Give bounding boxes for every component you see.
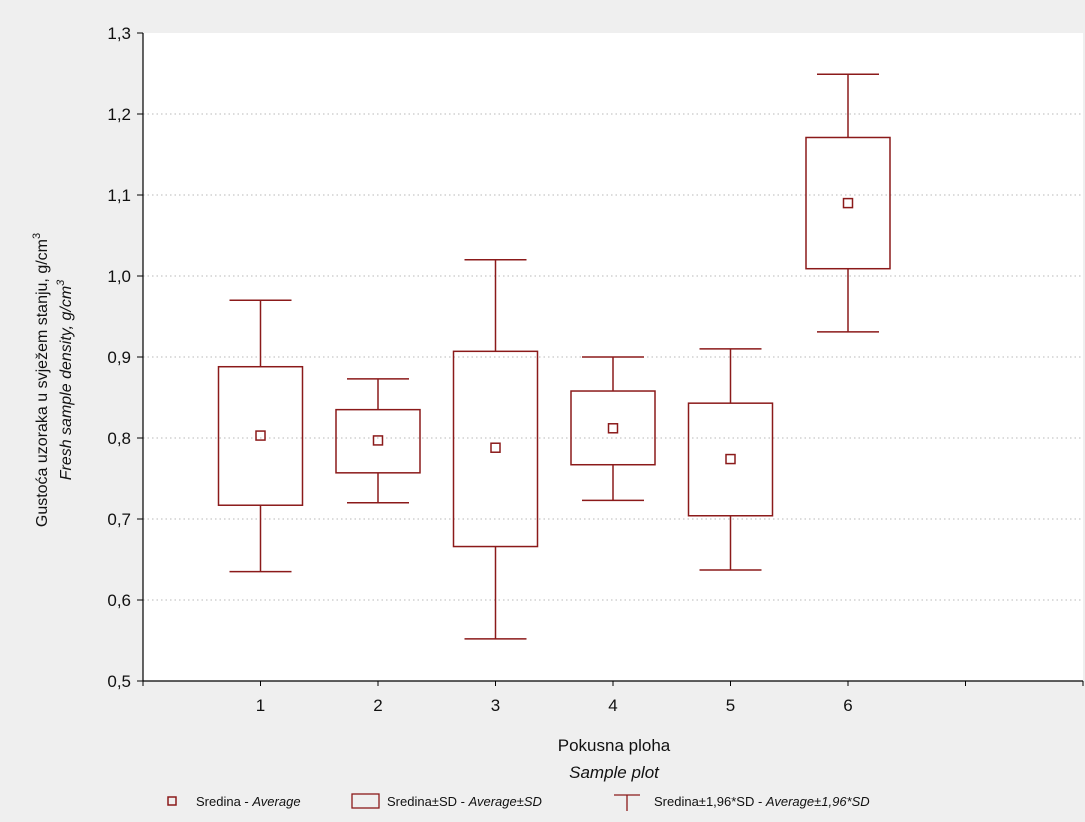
box-plot-6 — [805, 73, 891, 333]
sd-box — [570, 390, 656, 466]
mean-marker — [372, 435, 384, 446]
x-tick-labels: 1 2 3 4 5 6 — [256, 696, 853, 715]
sd-box — [805, 136, 891, 270]
y-tick-label: 0,9 — [107, 348, 131, 367]
mean-marker — [607, 423, 619, 434]
axes — [137, 32, 1084, 686]
box-plot-4 — [570, 356, 656, 502]
sd-box — [452, 350, 539, 548]
x-tick-label: 2 — [373, 696, 382, 715]
legend-mean-label: Sredina - Average — [196, 794, 301, 809]
sd-box — [217, 365, 304, 506]
mean-marker — [255, 430, 266, 441]
legend-ci-label: Sredina±1,96*SD - Average±1,96*SD — [654, 794, 870, 809]
y-tick-label: 0,6 — [107, 591, 131, 610]
legend-ci-marker — [614, 794, 640, 811]
box-plot-3 — [452, 259, 539, 640]
x-tick-label: 6 — [843, 696, 852, 715]
y-tick-label: 0,5 — [107, 672, 131, 691]
x-tick-label: 5 — [726, 696, 735, 715]
y-axis-label-english: Fresh sample density, g/cm3 — [55, 279, 75, 480]
y-tick-label: 0,8 — [107, 429, 131, 448]
legend-mean-marker — [167, 796, 177, 806]
legend-sd-marker — [351, 793, 380, 809]
mean-marker — [490, 442, 501, 453]
sd-box — [687, 402, 774, 517]
legend: Sredina - Average Sredina±SD - Average±S… — [167, 793, 870, 811]
mean-marker — [842, 197, 854, 209]
x-tick-label: 1 — [256, 696, 265, 715]
box-plot-5 — [687, 348, 774, 571]
y-axis-label: Gustoća uzoraka u svježem stanju, g/cm3 — [31, 233, 51, 527]
grid-lines — [143, 113, 1083, 601]
x-axis-label: Pokusna ploha — [558, 736, 671, 755]
y-tick-label: 1,0 — [107, 267, 131, 286]
mean-marker — [725, 453, 736, 465]
y-tick-label: 1,3 — [107, 24, 131, 43]
y-tick-label: 1,2 — [107, 105, 131, 124]
legend-sd-label: Sredina±SD - Average±SD — [387, 794, 542, 809]
y-axis-label-group: Gustoća uzoraka u svježem stanju, g/cm3 — [31, 233, 51, 527]
data-series — [217, 73, 891, 640]
y-tick-label: 1,1 — [107, 186, 131, 205]
sd-box — [335, 408, 421, 474]
y-axis-label-english-group: Fresh sample density, g/cm3 — [55, 279, 75, 480]
box-plot-1 — [217, 299, 304, 573]
x-axis-label-english: Sample plot — [569, 763, 660, 782]
x-tick-label: 3 — [491, 696, 500, 715]
box-plot-2 — [335, 378, 421, 504]
y-tick-label: 0,7 — [107, 510, 131, 529]
x-tick-label: 4 — [608, 696, 617, 715]
y-tick-labels: 0,5 0,6 0,7 0,8 0,9 1,0 1,1 1,2 1,3 — [107, 24, 131, 691]
